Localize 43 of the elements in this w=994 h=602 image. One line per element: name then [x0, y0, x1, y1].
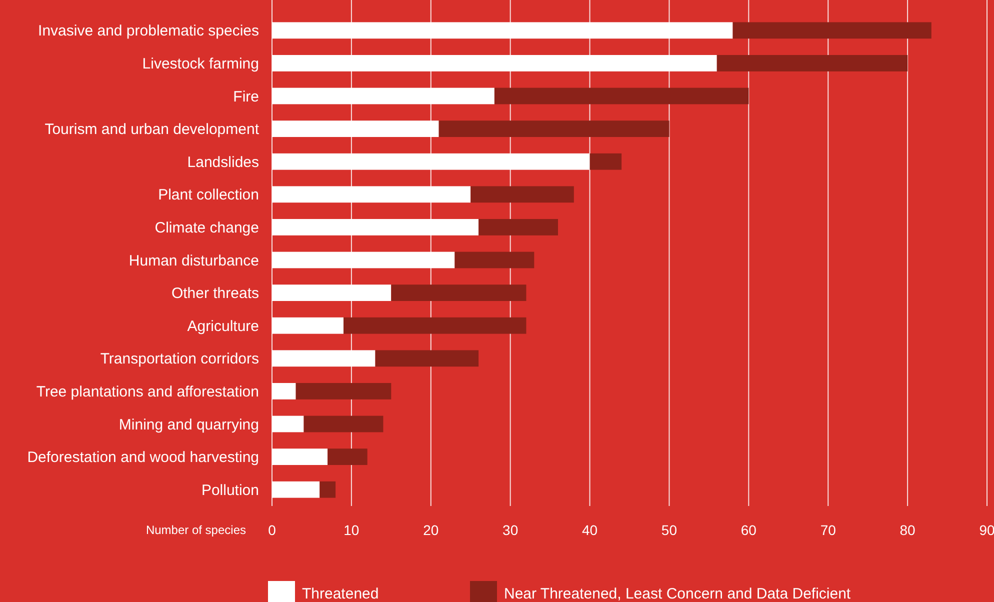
y-tick-label: Agriculture [187, 318, 259, 335]
y-tick-label: Human disturbance [128, 252, 259, 270]
y-tick-label: Mining and quarrying [118, 416, 259, 434]
bar [438, 120, 670, 137]
bar [391, 284, 526, 301]
x-axis-title: Number of species [146, 523, 246, 538]
bar [296, 383, 392, 400]
bar [375, 350, 479, 367]
x-tick-label: 60 [740, 522, 757, 538]
x-tick-label: 20 [423, 522, 439, 538]
x-tick-label: 70 [820, 522, 836, 538]
bar [454, 252, 534, 268]
y-tick-label: Landslides [187, 154, 259, 171]
y-tick-label: Fire [233, 88, 259, 106]
y-tick-label: Climate change [154, 219, 259, 236]
x-tick-label: 0 [268, 522, 276, 538]
y-tick-label: Livestock farming [142, 55, 259, 72]
bar [320, 481, 336, 498]
y-tick-label: Transportation corridors [100, 350, 259, 368]
bar [716, 55, 908, 72]
x-tick-label: 30 [502, 522, 518, 538]
y-tick-label: Invasive and problematic species [38, 22, 259, 40]
bar [470, 186, 574, 203]
y-tick-label: Deforestation and wood harvesting [27, 449, 259, 466]
bar [304, 416, 384, 432]
x-tick-label: 50 [661, 522, 678, 538]
x-tick-label: 80 [900, 522, 916, 538]
bar [478, 219, 558, 236]
y-tick-label: Pollution [201, 482, 259, 499]
bar [328, 448, 368, 465]
y-tick-label: Other threats [171, 285, 259, 302]
x-tick-label: 90 [979, 522, 994, 538]
bar [732, 22, 932, 39]
y-tick-label: Tree plantations and afforestation [36, 383, 259, 400]
y-tick-label: Plant collection [158, 186, 259, 204]
bar [344, 317, 526, 334]
legend-label: Threatened [302, 585, 379, 602]
bar [590, 153, 622, 170]
y-tick-label: Tourism and urban development [44, 121, 260, 138]
bar [494, 88, 749, 104]
legend-label: Near Threatened, Least Concern and Data Deficient [504, 585, 852, 602]
x-tick-label: 40 [582, 522, 598, 538]
x-tick-label: 10 [344, 522, 360, 538]
